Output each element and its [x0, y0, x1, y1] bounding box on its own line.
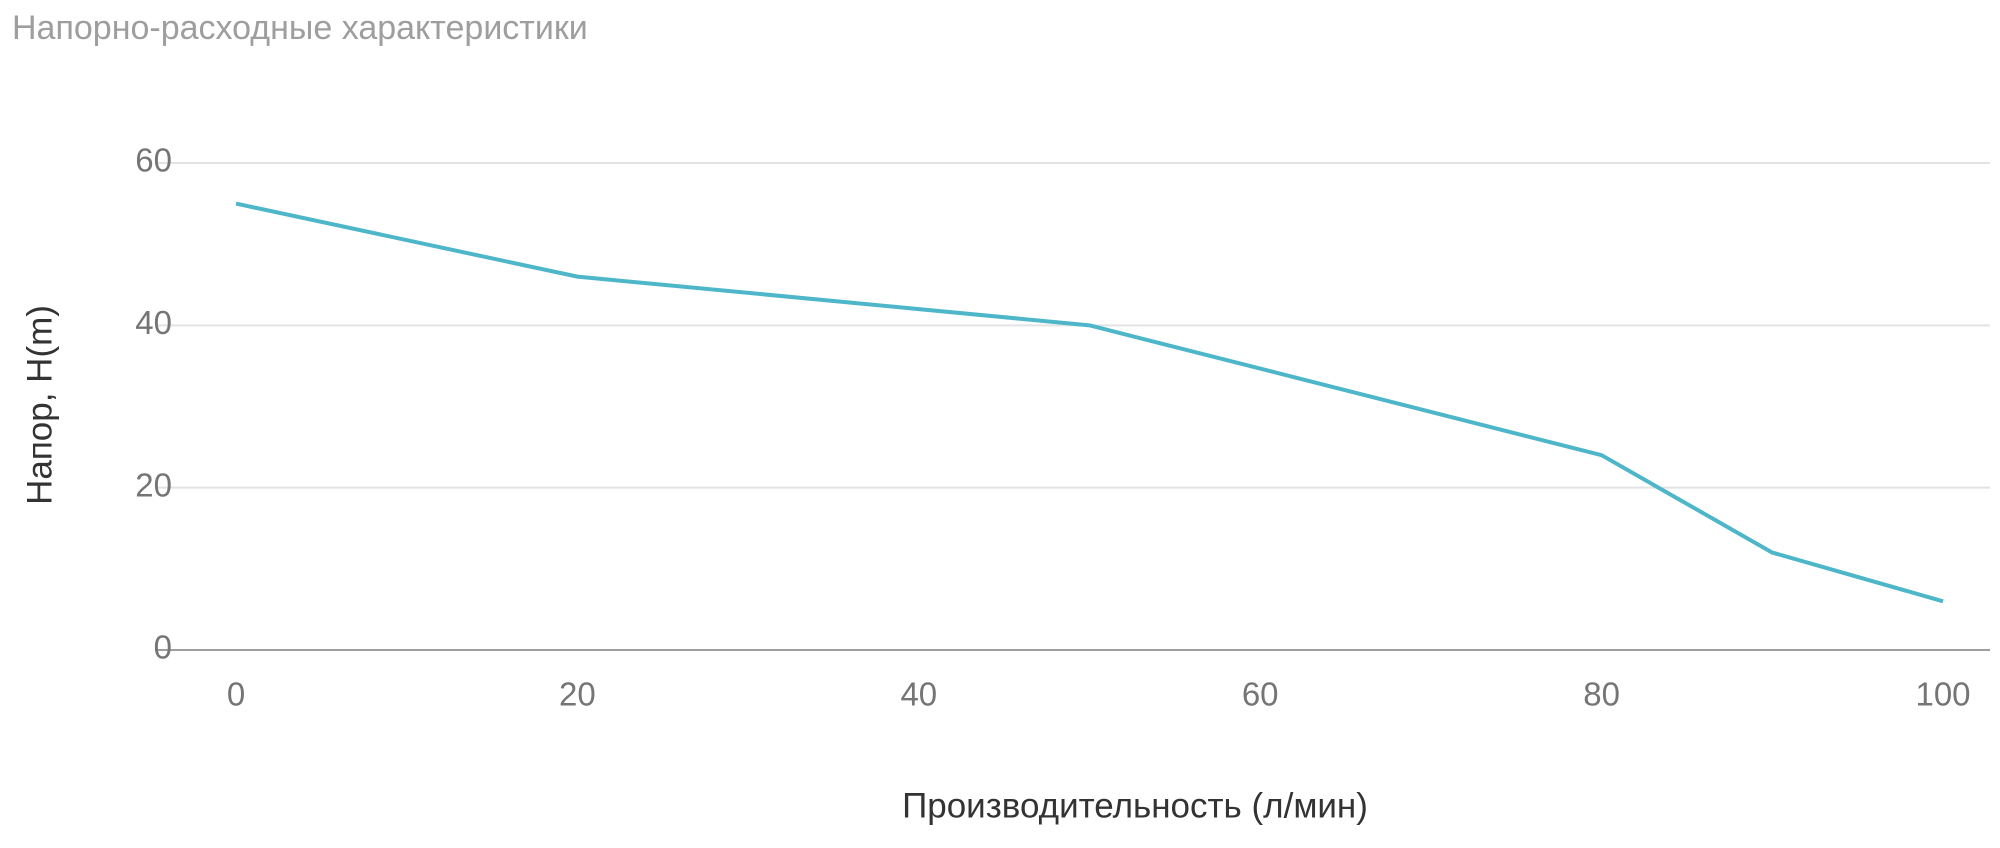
y-tick-label: 0 [154, 629, 172, 666]
data-line [235, 201, 1944, 604]
x-tick-label: 100 [1915, 676, 1970, 713]
y-tick-label: 60 [135, 142, 172, 179]
y-axis-title: Напор, H(m) [20, 305, 59, 505]
x-axis-title: Производительность (л/мин) [902, 786, 1368, 825]
x-tick-label: 20 [559, 676, 596, 713]
x-tick-label: 60 [1242, 676, 1279, 713]
y-tick-label: 40 [135, 304, 172, 341]
x-tick-label: 40 [900, 676, 937, 713]
x-tick-label: 80 [1583, 676, 1620, 713]
chart-title: Напорно-расходные характеристики [12, 9, 588, 47]
y-tick-label: 20 [135, 466, 172, 503]
x-tick-label: 0 [227, 676, 245, 713]
